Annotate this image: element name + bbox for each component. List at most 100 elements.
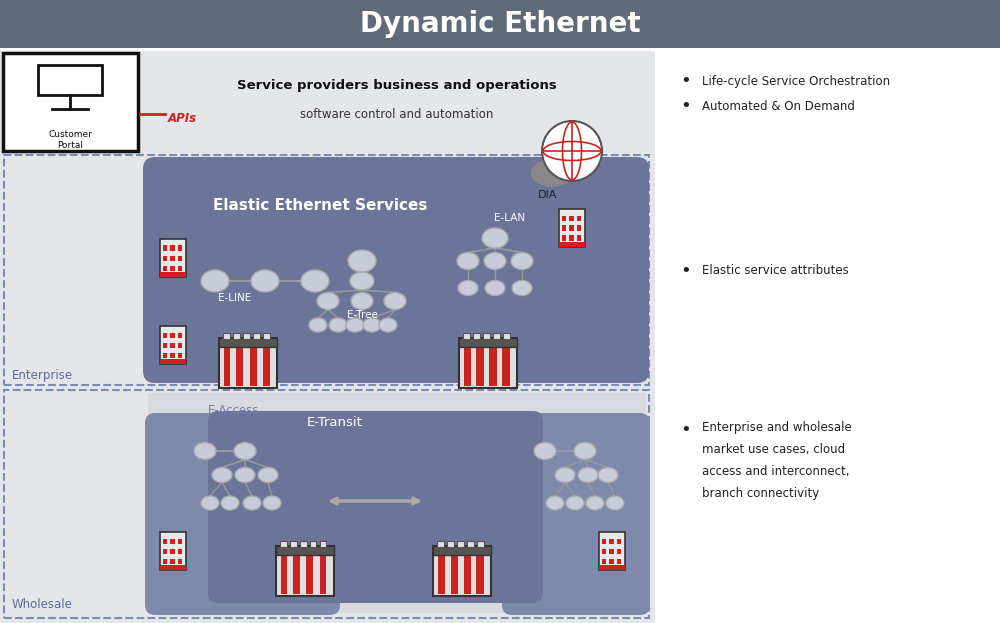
FancyBboxPatch shape bbox=[178, 245, 182, 251]
Text: Dynamic Ethernet: Dynamic Ethernet bbox=[360, 10, 640, 38]
FancyBboxPatch shape bbox=[243, 333, 250, 339]
FancyBboxPatch shape bbox=[162, 548, 167, 554]
Ellipse shape bbox=[598, 467, 618, 482]
FancyBboxPatch shape bbox=[3, 53, 138, 151]
FancyBboxPatch shape bbox=[300, 541, 306, 547]
FancyBboxPatch shape bbox=[162, 255, 167, 261]
FancyBboxPatch shape bbox=[160, 359, 186, 364]
FancyBboxPatch shape bbox=[170, 538, 175, 544]
FancyBboxPatch shape bbox=[463, 333, 470, 339]
Ellipse shape bbox=[263, 496, 281, 510]
FancyBboxPatch shape bbox=[493, 333, 500, 339]
FancyBboxPatch shape bbox=[602, 548, 606, 554]
FancyBboxPatch shape bbox=[178, 333, 182, 338]
Ellipse shape bbox=[484, 252, 506, 270]
Ellipse shape bbox=[317, 293, 339, 310]
Ellipse shape bbox=[346, 318, 364, 332]
Text: E-Access: E-Access bbox=[208, 404, 260, 417]
Ellipse shape bbox=[301, 270, 329, 292]
Ellipse shape bbox=[586, 496, 604, 510]
FancyBboxPatch shape bbox=[38, 65, 102, 95]
FancyBboxPatch shape bbox=[483, 333, 490, 339]
FancyBboxPatch shape bbox=[306, 552, 313, 594]
Text: Automated & On Demand: Automated & On Demand bbox=[702, 100, 855, 113]
Text: Enterprise and wholesale: Enterprise and wholesale bbox=[702, 421, 852, 434]
FancyBboxPatch shape bbox=[576, 226, 581, 231]
Ellipse shape bbox=[258, 467, 278, 482]
FancyBboxPatch shape bbox=[502, 413, 650, 615]
Text: E-Tree: E-Tree bbox=[347, 310, 377, 320]
FancyBboxPatch shape bbox=[467, 541, 474, 547]
FancyBboxPatch shape bbox=[148, 159, 646, 381]
FancyBboxPatch shape bbox=[280, 541, 287, 547]
FancyBboxPatch shape bbox=[320, 541, 326, 547]
FancyBboxPatch shape bbox=[276, 546, 334, 596]
FancyBboxPatch shape bbox=[457, 541, 464, 547]
FancyBboxPatch shape bbox=[476, 552, 484, 594]
FancyBboxPatch shape bbox=[208, 411, 543, 603]
FancyBboxPatch shape bbox=[562, 226, 566, 231]
Text: APIs: APIs bbox=[168, 113, 197, 125]
FancyBboxPatch shape bbox=[433, 546, 491, 596]
FancyBboxPatch shape bbox=[293, 552, 300, 594]
Ellipse shape bbox=[555, 467, 575, 482]
Ellipse shape bbox=[574, 442, 596, 460]
FancyBboxPatch shape bbox=[178, 353, 182, 358]
Text: •: • bbox=[680, 97, 691, 115]
Ellipse shape bbox=[384, 293, 406, 310]
FancyBboxPatch shape bbox=[170, 255, 175, 261]
Ellipse shape bbox=[379, 318, 397, 332]
FancyBboxPatch shape bbox=[559, 242, 585, 247]
FancyBboxPatch shape bbox=[476, 344, 484, 386]
Text: •: • bbox=[680, 72, 691, 90]
FancyBboxPatch shape bbox=[162, 343, 167, 348]
FancyBboxPatch shape bbox=[178, 538, 182, 544]
Ellipse shape bbox=[457, 252, 479, 270]
FancyBboxPatch shape bbox=[447, 541, 454, 547]
FancyBboxPatch shape bbox=[0, 0, 1000, 48]
Text: Life-cycle Service Orchestration: Life-cycle Service Orchestration bbox=[702, 75, 890, 87]
Text: Enterprise: Enterprise bbox=[12, 368, 73, 381]
FancyBboxPatch shape bbox=[160, 565, 186, 570]
FancyBboxPatch shape bbox=[464, 552, 471, 594]
FancyBboxPatch shape bbox=[0, 51, 655, 623]
FancyBboxPatch shape bbox=[178, 343, 182, 348]
FancyBboxPatch shape bbox=[477, 541, 484, 547]
FancyBboxPatch shape bbox=[433, 546, 491, 555]
Text: Wholesale: Wholesale bbox=[12, 599, 73, 612]
FancyBboxPatch shape bbox=[320, 552, 326, 594]
Text: Service providers business and operations: Service providers business and operation… bbox=[237, 78, 557, 92]
Ellipse shape bbox=[309, 318, 327, 332]
Text: software control and automation: software control and automation bbox=[300, 108, 494, 121]
FancyBboxPatch shape bbox=[617, 548, 621, 554]
Text: E-Transit: E-Transit bbox=[307, 417, 363, 429]
FancyBboxPatch shape bbox=[178, 255, 182, 261]
FancyBboxPatch shape bbox=[562, 216, 566, 221]
FancyBboxPatch shape bbox=[310, 541, 316, 547]
FancyBboxPatch shape bbox=[224, 344, 230, 386]
Text: E-LAN: E-LAN bbox=[494, 213, 526, 223]
FancyBboxPatch shape bbox=[489, 344, 496, 386]
Text: •: • bbox=[680, 421, 691, 439]
Ellipse shape bbox=[485, 280, 505, 295]
FancyBboxPatch shape bbox=[290, 541, 296, 547]
FancyBboxPatch shape bbox=[162, 265, 167, 271]
FancyBboxPatch shape bbox=[562, 235, 566, 241]
FancyBboxPatch shape bbox=[170, 353, 175, 358]
Ellipse shape bbox=[552, 157, 584, 179]
Ellipse shape bbox=[329, 318, 347, 332]
FancyBboxPatch shape bbox=[162, 558, 167, 564]
FancyBboxPatch shape bbox=[143, 157, 649, 383]
FancyBboxPatch shape bbox=[160, 532, 186, 570]
FancyBboxPatch shape bbox=[438, 552, 444, 594]
FancyBboxPatch shape bbox=[459, 338, 517, 388]
FancyBboxPatch shape bbox=[599, 532, 625, 570]
FancyBboxPatch shape bbox=[464, 344, 471, 386]
FancyBboxPatch shape bbox=[503, 333, 510, 339]
FancyBboxPatch shape bbox=[170, 245, 175, 251]
FancyBboxPatch shape bbox=[617, 558, 621, 564]
FancyBboxPatch shape bbox=[576, 216, 581, 221]
Ellipse shape bbox=[221, 496, 239, 510]
FancyBboxPatch shape bbox=[223, 333, 230, 339]
FancyBboxPatch shape bbox=[609, 548, 614, 554]
